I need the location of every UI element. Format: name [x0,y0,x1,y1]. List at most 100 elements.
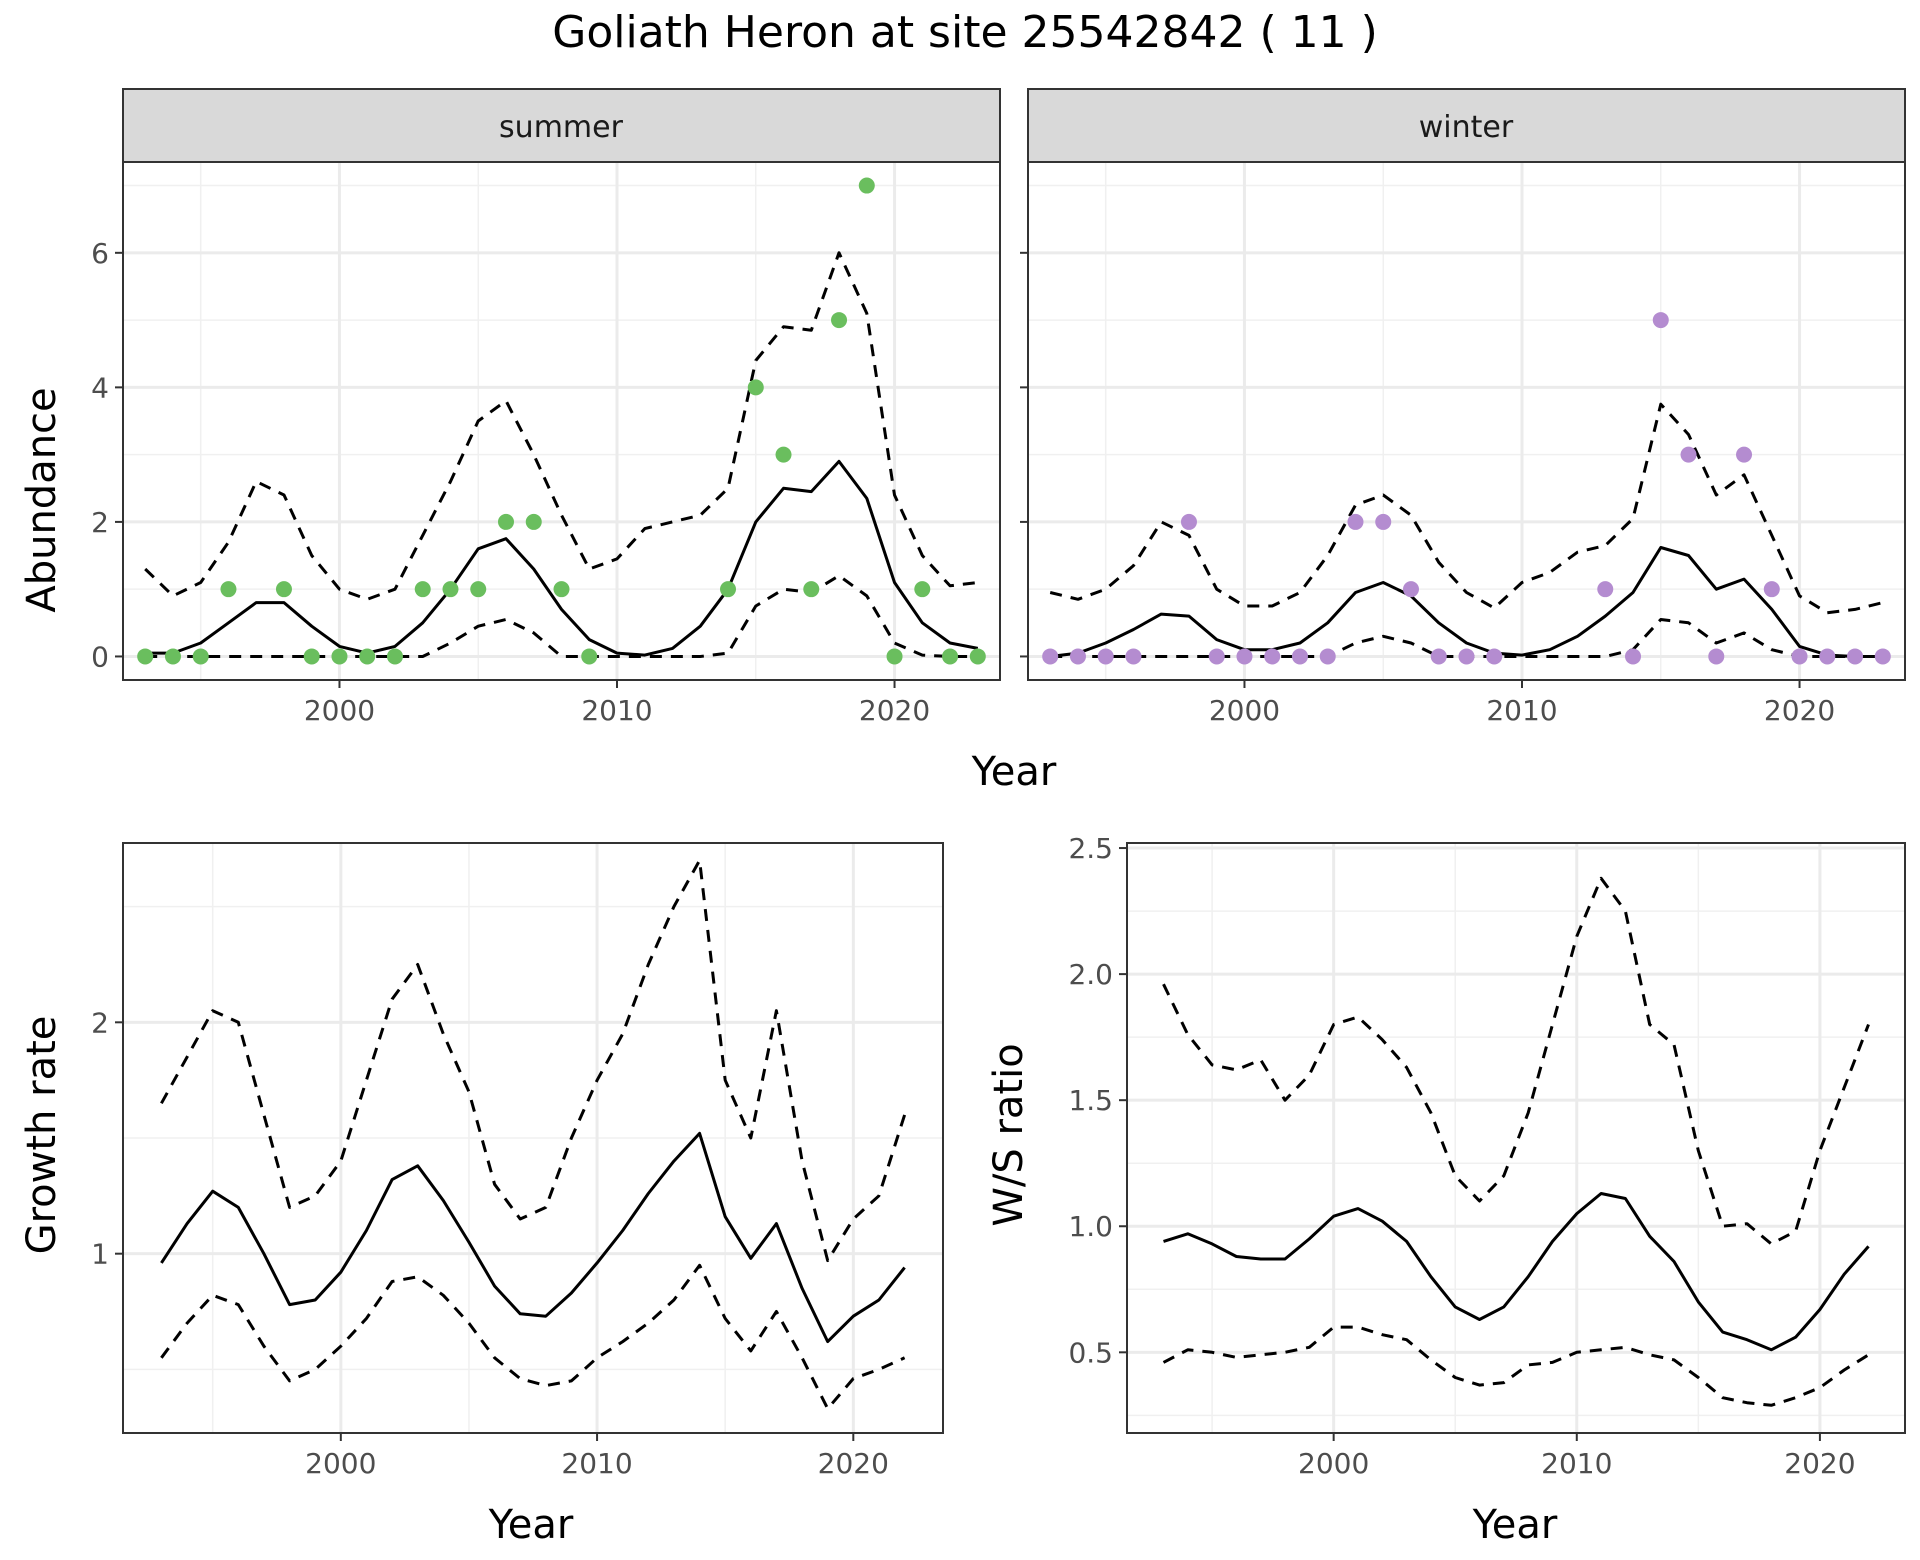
panel-border [122,161,1001,681]
data-point [1347,513,1364,530]
data-point [1736,446,1753,463]
y-tick-label: 2 [91,1006,109,1039]
y-tick-label: 4 [91,371,109,404]
x-tick-label: 2000 [1298,1447,1369,1480]
series-line-lower [1162,1325,1870,1407]
data-point [969,648,986,665]
data-point [192,648,209,665]
y-tick-label: 1.5 [1068,1084,1113,1117]
data-point [1402,581,1419,598]
ratio-x-axis-title: Year [1472,1502,1558,1548]
plot-background [1127,843,1905,1433]
abundance-winter-plot: 2000 2010 2020 [1020,161,1906,727]
y-tick-label: 2.5 [1068,832,1113,865]
plot-background [1028,162,1905,680]
data-point [1375,513,1392,530]
data-point [220,581,237,598]
data-point [331,648,348,665]
x-tick-label: 2010 [1486,694,1557,727]
series-line-lower [160,1263,906,1411]
abundance-summer-plot: 2000 2010 2020 0 2 4 6 [91,161,1001,727]
x-tick-label: 2010 [1541,1447,1612,1480]
data-point [1486,648,1503,665]
series-line-upper [1162,876,1870,1246]
y-tick-label: 2 [91,506,109,539]
data-point [1125,648,1142,665]
y-tick-label: 6 [91,237,109,270]
data-point [775,446,792,463]
y-tick-label: 1.0 [1068,1210,1113,1243]
data-point [1236,648,1253,665]
data-point [137,648,154,665]
strip-winter [1027,88,1906,163]
abundance-panel-winter: winter 2000 2010 2020 [1020,88,1906,727]
series-line-upper [144,251,978,601]
abundance-panel-summer: summer 2000 2010 2020 0 2 4 6 [91,88,1001,727]
data-point [553,581,570,598]
data-point [1680,446,1697,463]
data-point [1458,648,1475,665]
x-tick-label: 2020 [1784,1447,1855,1480]
data-point [1180,513,1197,530]
data-point [1069,648,1086,665]
data-point [1763,581,1780,598]
data-point [1264,648,1281,665]
x-tick-label: 2010 [581,694,652,727]
data-point [1208,648,1225,665]
abundance-y-axis-title: Abundance [19,387,65,612]
x-tick-label: 2000 [1209,694,1280,727]
data-point [1597,581,1614,598]
panel-border [1027,161,1906,681]
data-point [1708,648,1725,665]
ws-ratio-plot: 2000 2010 2020 0.5 1.0 1.5 2.0 2.5 [1068,832,1906,1480]
series-line-fitted [145,459,979,657]
data-point [1791,648,1808,665]
data-point [1291,648,1308,665]
data-point [1430,648,1447,665]
data-point [525,513,542,530]
x-tick-label: 2020 [818,1447,889,1480]
abundance-x-axis-title: Year [971,749,1057,795]
data-point [386,648,403,665]
series-line-fitted [160,1131,906,1344]
series-line-fitted [1050,546,1883,658]
panel-border [122,842,944,1434]
data-point [747,379,764,396]
series-line-upper [1049,402,1884,615]
growth-x-axis-title: Year [488,1502,574,1548]
data-point [414,581,431,598]
strip-label-winter: winter [1419,110,1514,145]
data-point [720,581,737,598]
x-tick-label: 2020 [1764,694,1835,727]
series-line-fitted [1163,1192,1870,1352]
x-tick-label: 2020 [859,694,930,727]
data-point [303,648,320,665]
data-point [1625,648,1642,665]
data-point [914,581,931,598]
y-tick-label: 0.5 [1068,1336,1113,1369]
data-point [1819,648,1836,665]
strip-summer [122,88,1001,163]
x-tick-label: 2010 [561,1447,632,1480]
ratio-y-axis-title: W/S ratio [986,1043,1032,1226]
data-point [359,648,376,665]
data-point [942,648,959,665]
data-point [858,177,875,194]
data-point [581,648,598,665]
y-tick-label: 1 [91,1238,109,1271]
data-point [1097,648,1114,665]
data-point [1042,648,1059,665]
data-point [497,513,514,530]
data-point [886,648,903,665]
data-point [831,312,848,329]
y-tick-label: 2.0 [1068,958,1113,991]
y-tick-label: 0 [91,640,109,673]
data-point [275,581,292,598]
growth-y-axis-title: Growth rate [19,1016,65,1255]
data-point [1319,648,1336,665]
panel-border [1126,842,1906,1434]
data-point [442,581,459,598]
data-point [1874,648,1891,665]
x-tick-label: 2000 [305,1447,376,1480]
